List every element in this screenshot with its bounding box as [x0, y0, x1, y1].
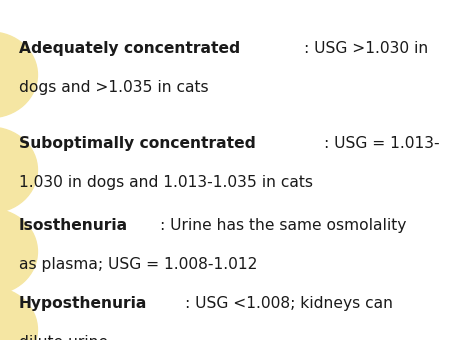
Text: : USG <1.008; kidneys can: : USG <1.008; kidneys can [184, 296, 392, 311]
Text: dogs and >1.035 in cats: dogs and >1.035 in cats [19, 80, 209, 95]
Text: as plasma; USG = 1.008-1.012: as plasma; USG = 1.008-1.012 [19, 257, 257, 272]
Text: : USG = 1.013-: : USG = 1.013- [324, 136, 440, 151]
Ellipse shape [0, 32, 37, 118]
Text: dilute urine: dilute urine [19, 335, 108, 340]
Text: Adequately concentrated: Adequately concentrated [19, 41, 240, 56]
Ellipse shape [0, 287, 37, 340]
Text: Suboptimally concentrated: Suboptimally concentrated [19, 136, 255, 151]
Text: : USG >1.030 in: : USG >1.030 in [304, 41, 428, 56]
Text: Isosthenuria: Isosthenuria [19, 218, 128, 233]
Ellipse shape [0, 209, 37, 294]
Text: : Urine has the same osmolality: : Urine has the same osmolality [160, 218, 406, 233]
Ellipse shape [0, 127, 37, 213]
Text: Hyposthenuria: Hyposthenuria [19, 296, 147, 311]
Text: 1.030 in dogs and 1.013-1.035 in cats: 1.030 in dogs and 1.013-1.035 in cats [19, 175, 313, 190]
